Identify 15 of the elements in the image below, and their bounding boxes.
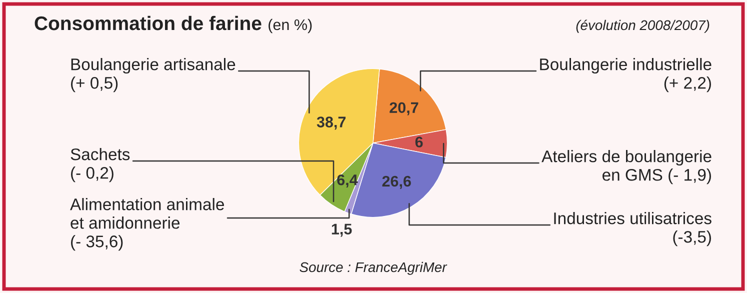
data-label: 1,5: [332, 224, 352, 237]
data-label: 38,7: [316, 116, 346, 130]
data-label: 20,7: [390, 102, 418, 116]
source-note: Source : FranceAgriMer: [300, 262, 448, 275]
data-label: 26,6: [382, 176, 411, 189]
slice-label: Alimentation animale et amidonnerie (- 35,6): [70, 198, 224, 251]
slice-label: Ateliers de boulangerie en GMS (- 1,9): [542, 150, 712, 184]
slice-label: Boulangerie artisanale (+ 0,5): [71, 58, 236, 92]
text: (évolution 2008/2007): [576, 20, 710, 33]
slice-label: Industries utilisatrices (-3,5): [554, 212, 712, 246]
chart-subtitle: (en %): [268, 18, 312, 34]
slice-label: Sachets (- 0,2): [70, 148, 130, 182]
chart-title: Consommation de farine: [34, 16, 262, 30]
slice-label: Boulangerie industrielle (+ 2,2): [540, 58, 712, 92]
data-label: 6: [415, 136, 423, 148]
